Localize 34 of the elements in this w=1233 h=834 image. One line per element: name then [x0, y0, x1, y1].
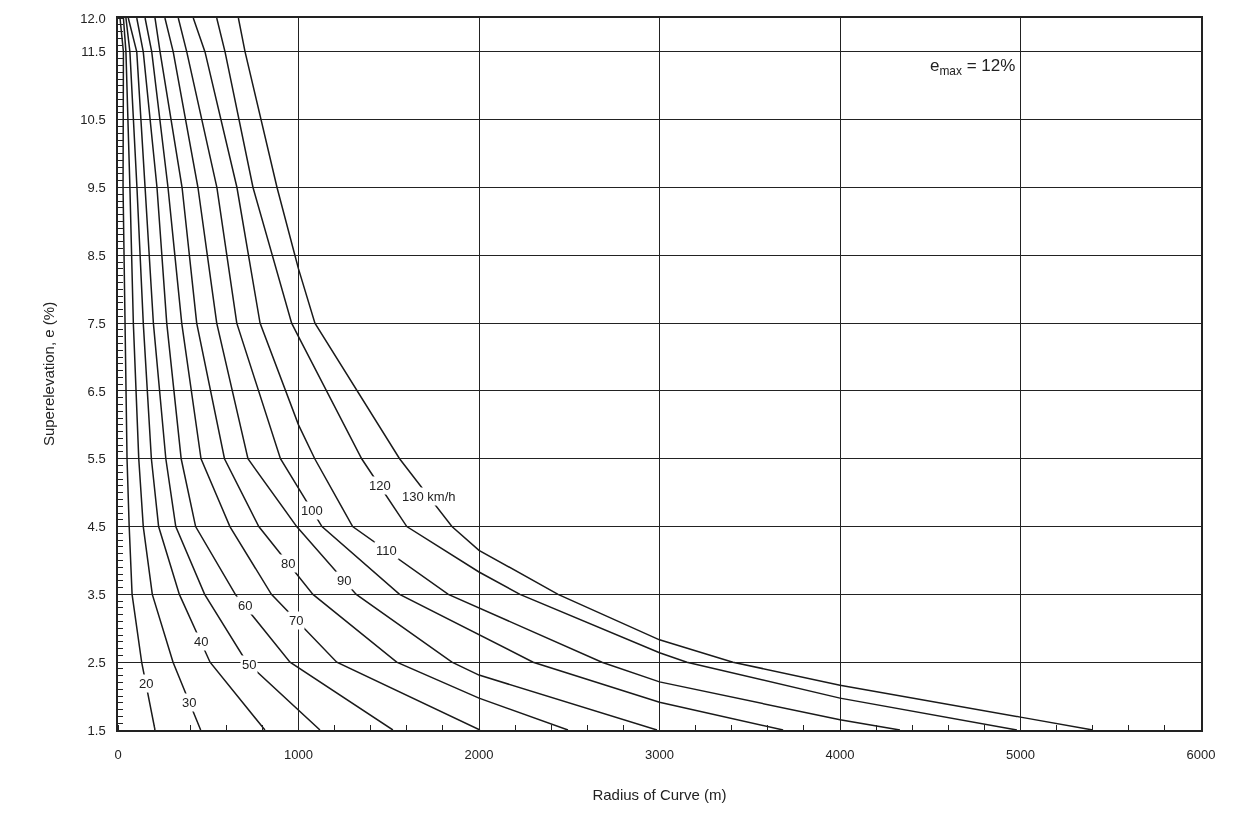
y-tick-label: 4.5 [87, 519, 106, 535]
y-tick-label: 2.5 [87, 654, 106, 670]
y-axis-title: Superelevation, e (%) [40, 301, 58, 447]
y-tick-label: 7.5 [87, 315, 106, 331]
x-tick-label: 6000 [1186, 747, 1216, 763]
series-label: 130 km/h [402, 489, 456, 504]
series-label: 70 [289, 613, 304, 628]
x-tick-label: 1000 [284, 747, 313, 763]
y-tick-label: 11.5 [81, 44, 106, 60]
x-tick-label: 3000 [645, 747, 674, 763]
series-label: 80 [281, 556, 296, 571]
x-tick-label: 0 [114, 747, 122, 763]
x-tick-label: 2000 [464, 747, 494, 763]
x-tick-label: 4000 [825, 747, 855, 763]
annotation: e$_{max}$ = 12% [930, 56, 1016, 78]
y-tick-label: 12.0 [80, 10, 106, 26]
y-tick-label: 1.5 [87, 722, 106, 738]
y-tick-label: 8.5 [87, 247, 106, 263]
series-label: 30 [182, 695, 197, 710]
y-tick-label: 10.5 [80, 112, 106, 128]
y-tick-label: 9.5 [87, 180, 106, 196]
series-label: 20 [139, 676, 154, 691]
x-axis-title: Radius of Curve (m) [592, 785, 727, 803]
x-tick-label: 5000 [1006, 747, 1035, 763]
y-tick-label: 5.5 [87, 451, 106, 467]
y-tick-label: 3.5 [87, 586, 106, 602]
series-label: 60 [238, 598, 253, 613]
series-label: 100 [301, 503, 323, 518]
y-tick-label: 6.5 [87, 383, 106, 399]
series-label: 110 [376, 543, 397, 558]
series-label: 40 [194, 634, 209, 649]
series-label: 120 [369, 478, 391, 493]
series-label: 90 [337, 573, 352, 588]
series-label: 50 [242, 657, 257, 672]
